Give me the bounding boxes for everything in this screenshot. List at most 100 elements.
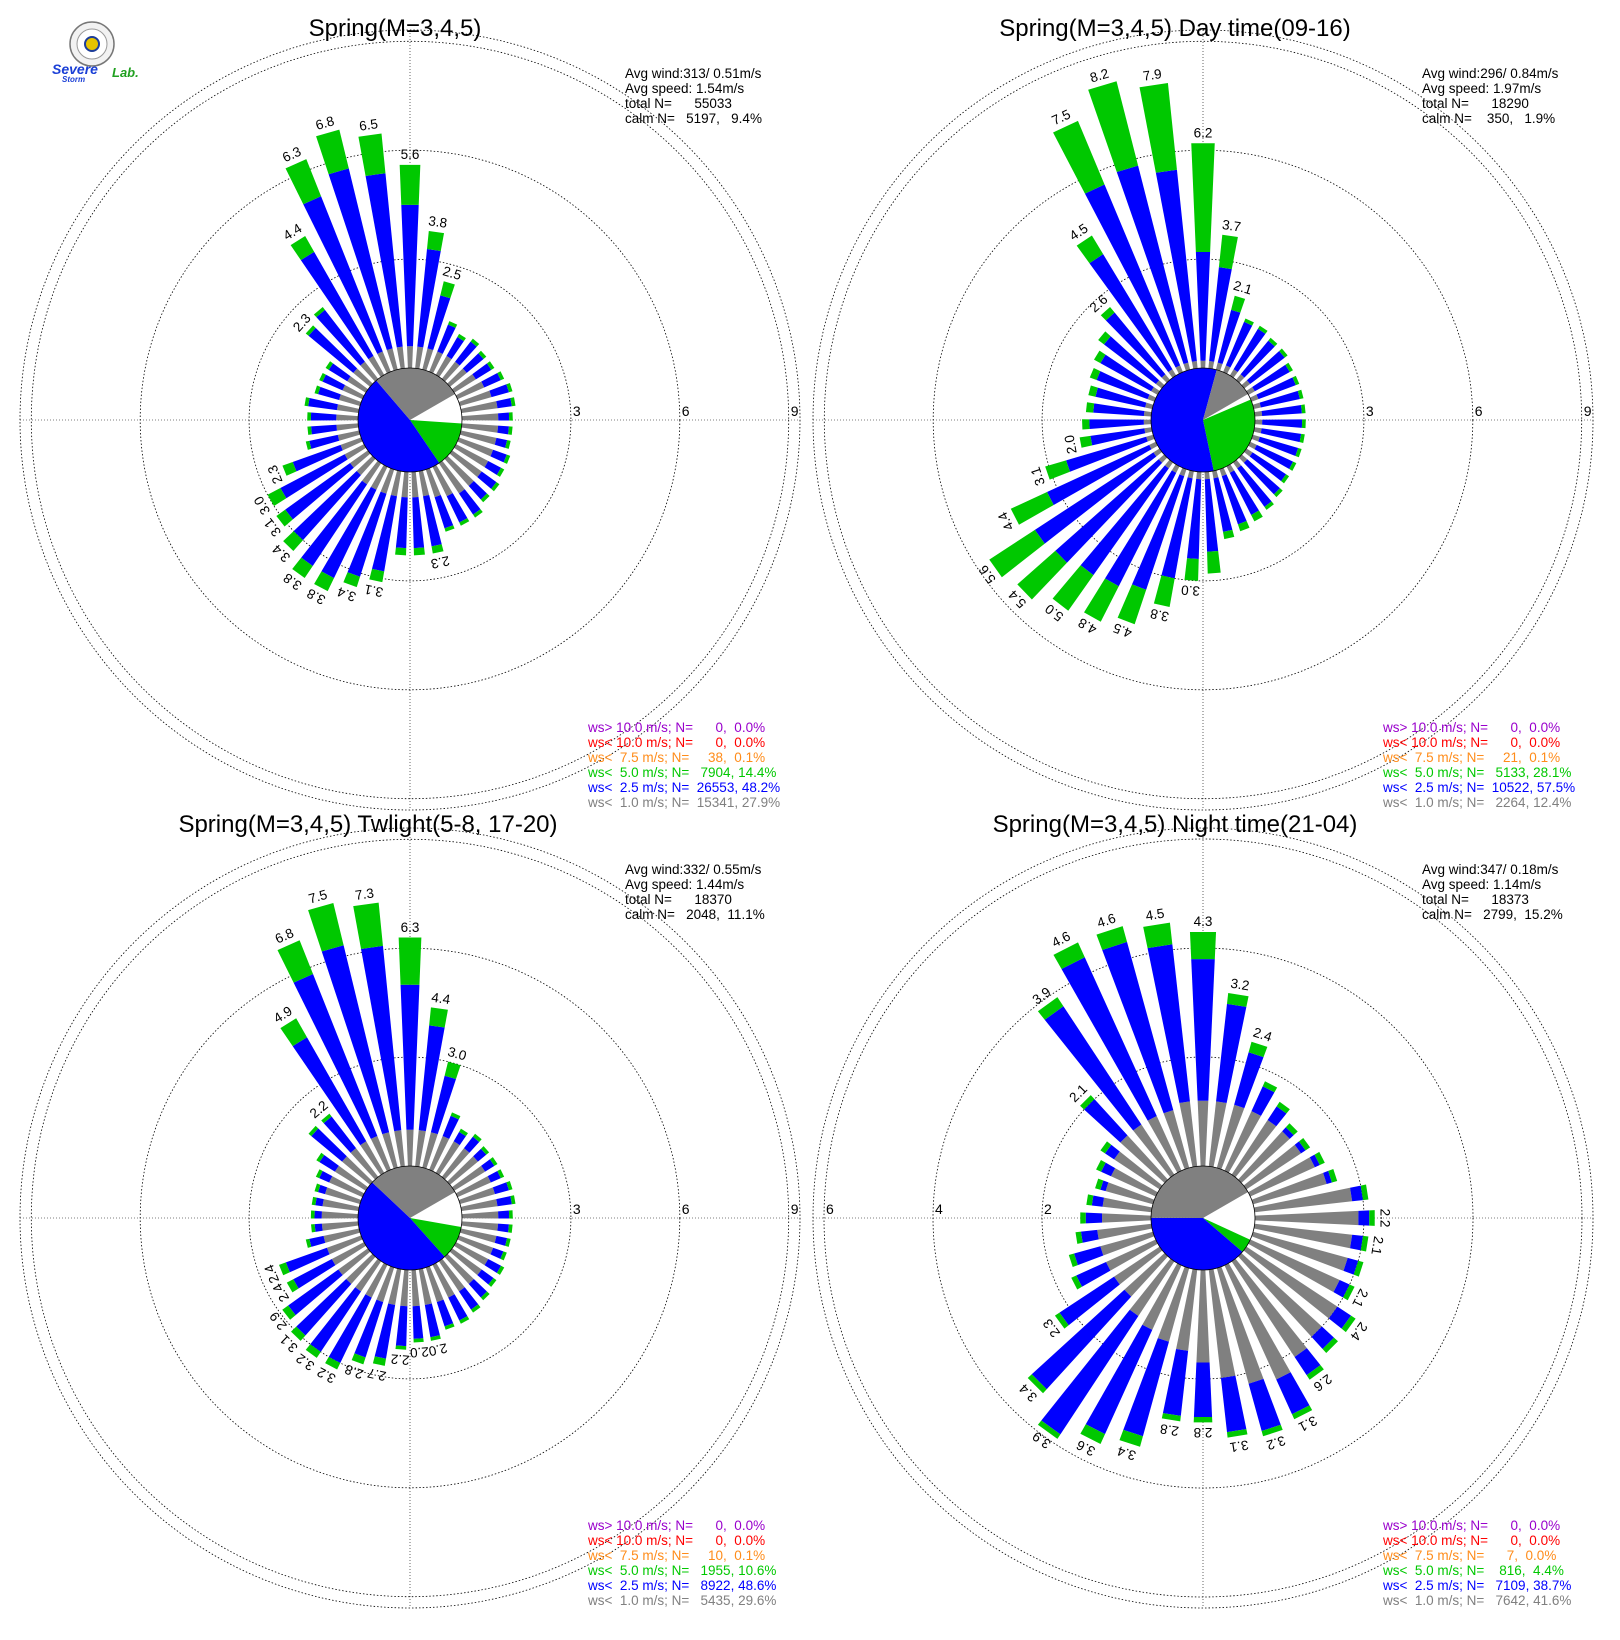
panel-title: Spring(M=3,4,5) <box>309 15 482 42</box>
bar-segment-lt-2-5 <box>301 480 368 566</box>
bar-segment-lt-2-5 <box>371 495 397 572</box>
bar-segment-lt-1 <box>1249 394 1259 402</box>
bar-segment-lt-2-5 <box>1220 1375 1247 1433</box>
bar-segment-lt-1 <box>438 460 465 494</box>
bar-segment-lt-1 <box>1142 1263 1182 1330</box>
bar-segment-lt-1 <box>1219 467 1227 477</box>
bar-segment-lt-2-5 <box>1191 959 1215 1101</box>
bar-segment-lt-1 <box>1253 427 1262 434</box>
bar-segment-lt-5 <box>486 361 495 370</box>
bar-segment-lt-1 <box>1200 360 1206 369</box>
pie-outline <box>357 1165 463 1271</box>
bar-segment-lt-1 <box>458 1187 496 1204</box>
bar-segment-lt-1 <box>1196 471 1202 480</box>
bar-segment-lt-2-5 <box>293 1259 336 1289</box>
bar-segment-lt-5 <box>1139 83 1177 173</box>
bar-segment-lt-2-5 <box>316 309 365 366</box>
bar-segment-lt-5 <box>1054 1312 1069 1329</box>
bar-segment-lt-2-5 <box>303 196 383 354</box>
bar-value-label: 2.2 <box>1377 1209 1392 1228</box>
bar-segment-lt-2-5 <box>365 173 403 348</box>
bar-segment-lt-1 <box>340 437 363 451</box>
bar-segment-lt-2-5 <box>1061 957 1157 1121</box>
bar-segment-lt-2-5 <box>1091 1195 1105 1207</box>
bar-segment-lt-1 <box>322 1199 360 1212</box>
bar-segment-lt-1 <box>1146 434 1155 442</box>
bar-segment-lt-2-5 <box>458 489 481 515</box>
bar-segment-lt-1 <box>1147 394 1157 402</box>
bar-segment-lt-5 <box>470 338 480 347</box>
bar-segment-lt-2-5 <box>473 1148 487 1162</box>
bar-segment-lt-2-5 <box>310 1287 362 1352</box>
bar-segment-lt-2-5 <box>1234 1052 1264 1109</box>
stat-avg-wind: Avg wind:313/ 0.51m/s <box>625 66 762 81</box>
bar-segment-lt-5 <box>478 350 487 359</box>
bar-segment-lt-1 <box>1171 464 1180 473</box>
bar-segment-lt-1 <box>451 374 476 393</box>
ring-label: 6 <box>682 1201 690 1217</box>
bar-segment-lt-5 <box>1089 368 1101 381</box>
ring-label: 2 <box>1044 1201 1052 1217</box>
bar-segment-lt-5 <box>1299 433 1305 443</box>
bar-segment-lt-1 <box>432 1262 455 1298</box>
bar-segment-lt-2-5 <box>437 324 456 354</box>
bar-segment-lt-2-5 <box>321 486 377 579</box>
bar-segment-lt-5 <box>1360 1184 1369 1201</box>
bar-segment-lt-1 <box>422 348 434 371</box>
logo-star-icon <box>84 36 100 52</box>
bar-value-label: 2.5 <box>441 263 463 283</box>
bar-segment-lt-2-5 <box>442 1115 459 1139</box>
bar-segment-lt-5 <box>308 902 344 952</box>
bar-segment-lt-1 <box>377 351 391 374</box>
stat-calm: calm N= 2048, 11.1% <box>625 907 765 922</box>
bar-segment-lt-5 <box>315 1169 323 1179</box>
bar-segment-lt-2-5 <box>1186 478 1202 560</box>
bar-value-label: 3.4 <box>335 584 358 605</box>
bar-segment-lt-5 <box>314 571 334 592</box>
bar-segment-lt-1 <box>1157 1266 1190 1342</box>
ring-3 <box>248 1056 572 1380</box>
bar-segment-lt-2-5 <box>1209 267 1232 362</box>
lab-logo: Severe Storm Lab. <box>52 21 139 84</box>
bar-value-label: 2.0 <box>1062 434 1080 455</box>
bar-value-label: 3.8 <box>427 213 448 230</box>
bar-segment-lt-1 <box>331 1242 367 1266</box>
bar-segment-lt-2-5 <box>446 493 468 523</box>
outer-ring <box>812 29 1594 811</box>
bar-segment-lt-2-5 <box>477 1269 494 1285</box>
bar-segment-lt-5 <box>290 236 315 261</box>
legend-entry: ws< 1.0 m/s; N= 2264, 12.4% <box>1382 795 1571 810</box>
bar-segment-lt-5 <box>310 1210 315 1219</box>
bar-segment-lt-5 <box>1079 435 1093 448</box>
bar-value-label: 3.0 <box>1181 582 1201 598</box>
bar-segment-lt-5 <box>311 1196 317 1206</box>
bar-segment-lt-2-5 <box>436 1299 454 1327</box>
bar-segment-lt-1 <box>1143 419 1152 425</box>
bar-segment-lt-5 <box>1276 1101 1290 1114</box>
bar-value-label: 7.9 <box>1142 66 1163 84</box>
bar-segment-lt-5 <box>480 493 490 503</box>
bar-segment-lt-1 <box>1231 1258 1307 1357</box>
bar-segment-lt-2-5 <box>319 1170 333 1183</box>
panel-spring-all: Spring(M=3,4,5)3 6 95.63.82.52.33.13.43.83… <box>19 15 801 811</box>
bar-segment-lt-1 <box>1238 1131 1290 1183</box>
bar-segment-lt-2-5 <box>1259 390 1300 408</box>
bar-segment-lt-2-5 <box>1095 387 1147 408</box>
legend-entry: ws< 1.0 m/s; N= 7642, 41.6% <box>1382 1593 1571 1608</box>
bar-segment-lt-5 <box>431 544 444 554</box>
bar-segment-lt-5 <box>457 333 466 342</box>
bar-segment-lt-1 <box>1248 1157 1315 1197</box>
bar-segment-lt-2-5 <box>1080 1229 1099 1243</box>
bar-segment-lt-2-5 <box>1246 350 1285 385</box>
bar-segment-lt-5 <box>280 1018 307 1047</box>
bar-segment-lt-2-5 <box>323 1116 357 1153</box>
legend-entry: ws< 5.0 m/s; N= 816, 4.4% <box>1382 1563 1564 1578</box>
bar-segment-lt-5 <box>1207 550 1221 574</box>
bar-segment-lt-2-5 <box>1350 1185 1363 1202</box>
bar-segment-lt-2-5 <box>1195 251 1211 361</box>
ring-label: 9 <box>791 403 799 419</box>
bar-segment-lt-2-5 <box>1076 1261 1111 1287</box>
bar-segment-lt-1 <box>1149 441 1158 450</box>
bar-segment-lt-1 <box>355 1258 382 1292</box>
bar-segment-lt-2-5 <box>1116 165 1189 365</box>
